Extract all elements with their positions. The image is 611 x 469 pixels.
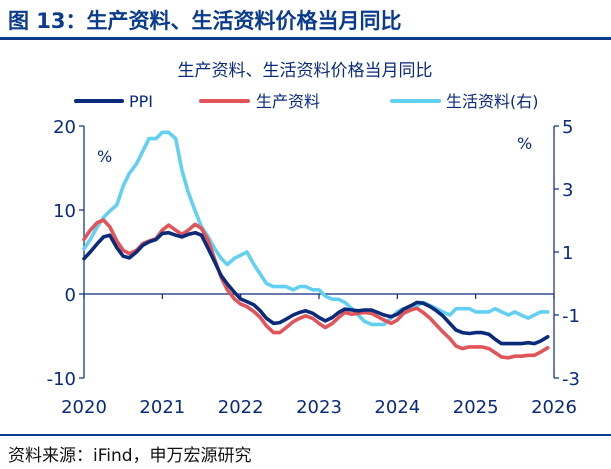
title-rule: [0, 37, 611, 40]
legend-label-consumer: 生活资料(右): [446, 92, 539, 111]
legend: PPI 生产资料 生活资料(右): [74, 92, 539, 111]
x-tick-label: 2024: [374, 397, 420, 418]
series-line-ppi: [82, 230, 550, 346]
right-unit-label: %: [517, 134, 532, 153]
x-tick-label: 2026: [531, 397, 577, 418]
bottom-rule: [0, 434, 611, 436]
series-line-consumer: [82, 130, 550, 327]
x-tick-label: 2021: [139, 397, 185, 418]
right-tick-label: -1: [562, 306, 580, 327]
x-tick-label: 2025: [453, 397, 499, 418]
source-note: 资料来源：iFind，申万宏源研究: [8, 446, 252, 466]
axes: 20 10 0 -10 5 3 1 -1 -3 2020 2021 2022 2023 2024 2025 2…: [47, 117, 580, 418]
chart-title: 生产资料、生活资料价格当月同比: [178, 61, 433, 81]
figure-header: 图 13：生产资料、生活资料价格当月同比: [0, 0, 611, 40]
legend-label-producer: 生产资料: [256, 92, 320, 111]
x-tick-label: 2020: [61, 397, 107, 418]
left-tick-label: 0: [65, 285, 76, 306]
x-tick-label: 2023: [296, 397, 342, 418]
left-tick-label: 20: [53, 117, 76, 138]
left-unit-label: %: [97, 147, 112, 166]
left-tick-label: -10: [47, 369, 76, 390]
line-chart: 生产资料、生活资料价格当月同比 PPI 生产资料 生活资料(右) 20 10 0 -1…: [47, 61, 580, 418]
series-line-producer: [82, 218, 550, 360]
right-tick-label: 1: [562, 243, 573, 264]
plot-area: [82, 130, 550, 360]
legend-label-ppi: PPI: [129, 92, 153, 111]
right-tick-label: 3: [562, 180, 573, 201]
right-tick-label: -3: [562, 369, 580, 390]
left-tick-label: 10: [53, 201, 76, 222]
x-tick-label: 2022: [218, 397, 264, 418]
figure-title: 图 13：生产资料、生活资料价格当月同比: [8, 9, 402, 33]
right-tick-label: 5: [562, 117, 573, 138]
